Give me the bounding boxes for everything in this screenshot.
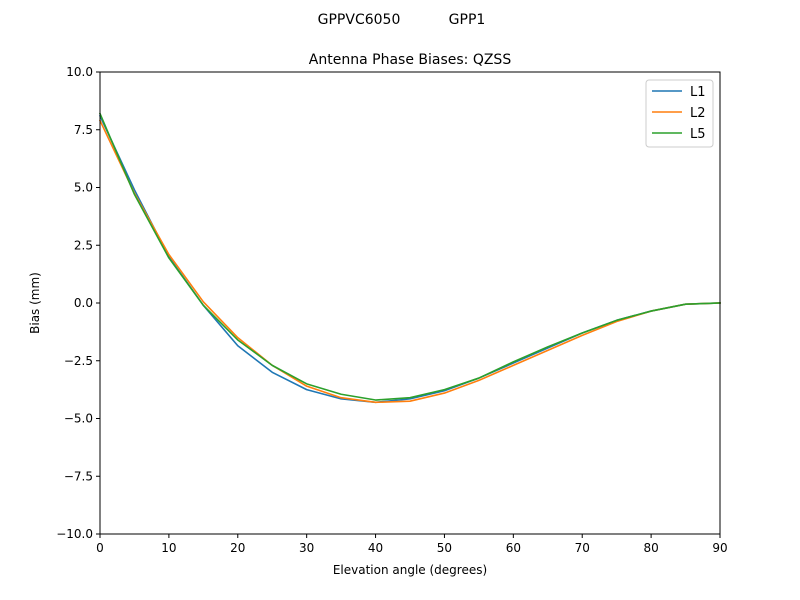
x-tick-label: 50 [437,541,452,555]
x-tick-label: 0 [96,541,104,555]
y-axis-ticks: −10.0 −7.5 −5.0 −2.5 0.0 2.5 5.0 7.5 10.0 [56,65,100,541]
x-tick-label: 30 [299,541,314,555]
legend-items: L1 L2 L5 [652,85,706,142]
x-tick-label: 90 [712,541,727,555]
y-tick-label: 5.0 [74,181,93,195]
legend-label-l2: L2 [690,106,706,121]
y-tick-label: 7.5 [74,123,93,137]
y-tick-label: −10.0 [56,527,93,541]
x-axis-label: Elevation angle (degrees) [333,563,487,577]
x-tick-label: 60 [506,541,521,555]
y-tick-label: 0.0 [74,296,93,310]
x-axis-ticks: 0 10 20 30 40 50 60 70 80 90 [96,534,728,555]
plot-frame [99,71,721,535]
x-tick-label: 10 [161,541,176,555]
x-tick-label: 80 [643,541,658,555]
y-tick-label: 10.0 [66,65,93,79]
y-tick-label: 2.5 [74,238,93,252]
legend-box [645,79,714,148]
legend: L1 L2 L5 [645,79,714,148]
x-tick-label: 70 [575,541,590,555]
y-tick-label: −2.5 [64,354,93,368]
x-tick-label: 20 [230,541,245,555]
suptitle-antenna: GPPVC6050 [318,12,401,28]
y-tick-label: −7.5 [64,469,93,483]
suptitle-station: GPP1 [449,12,486,28]
y-axis-label: Bias (mm) [28,272,42,334]
chart-title: Antenna Phase Biases: QZSS [309,52,512,68]
legend-label-l1: L1 [690,85,706,100]
legend-label-l5: L5 [690,127,706,142]
x-tick-label: 40 [368,541,383,555]
y-tick-label: −5.0 [64,412,93,426]
series-line-l2 [98,119,721,404]
series-line-l5 [98,112,721,401]
plot-lines [98,112,721,404]
